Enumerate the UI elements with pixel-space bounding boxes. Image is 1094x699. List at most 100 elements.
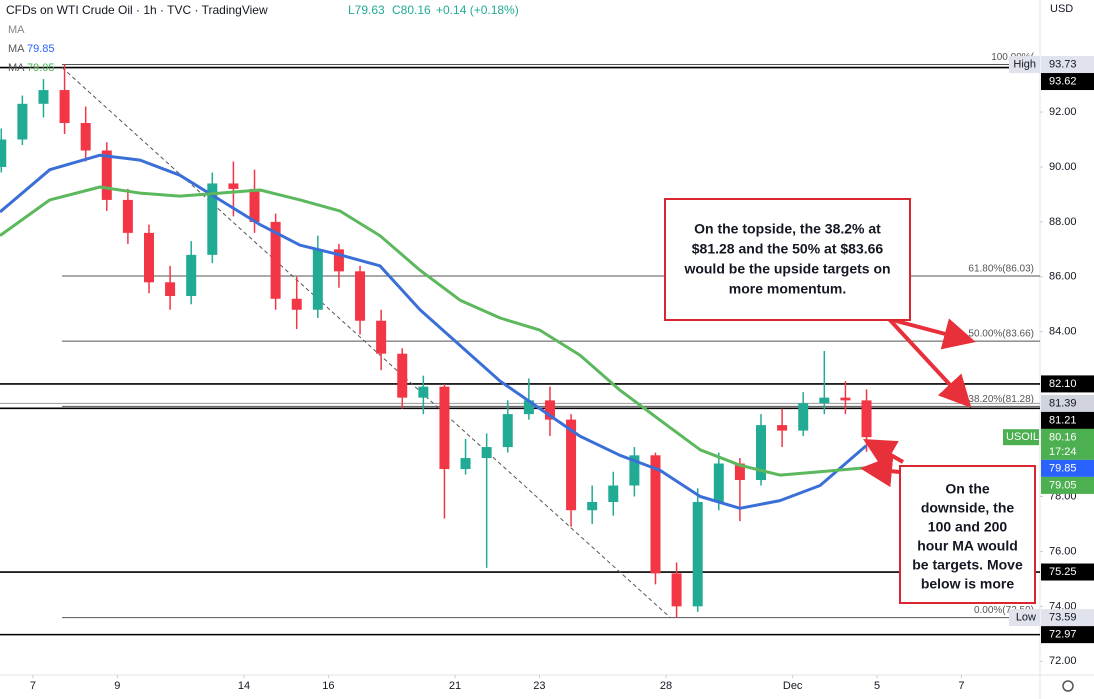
x-tick-label: 23 <box>533 680 545 692</box>
candle-body <box>333 249 344 272</box>
price-tag: High <box>1013 58 1036 70</box>
y-tick-label: 86.00 <box>1049 271 1077 283</box>
candle-body <box>165 282 176 297</box>
arrow <box>886 316 972 408</box>
x-tick-label: 16 <box>322 680 334 692</box>
price-badge-label: 93.62 <box>1049 75 1077 87</box>
candle-body <box>207 183 218 255</box>
y-tick-label: 84.00 <box>1049 326 1077 338</box>
y-tick-label: 88.00 <box>1049 216 1077 228</box>
settings-icon[interactable] <box>1062 680 1074 692</box>
candle-body <box>861 400 872 438</box>
candle-body <box>692 501 703 607</box>
price-badge <box>1041 73 1094 91</box>
y-tick-label: 92.00 <box>1049 106 1077 118</box>
x-tick-label: Dec <box>783 680 803 692</box>
x-tick-label: 14 <box>238 680 250 692</box>
annotation-text: $81.28 and the 50% at $83.66 <box>692 241 884 257</box>
indicator-name: MA <box>8 62 25 74</box>
price-tag-bg <box>1009 56 1040 74</box>
price-badge-label: 80.16 <box>1049 431 1077 443</box>
candle-body <box>270 221 281 299</box>
annotation-text: On the <box>945 481 990 497</box>
candle-body <box>650 455 661 574</box>
price-badge-label: 79.85 <box>1049 462 1077 474</box>
currency: USD <box>1050 3 1073 15</box>
moving-average <box>0 153 868 510</box>
y-tick-label: 76.00 <box>1049 545 1077 557</box>
candle-body <box>566 419 577 511</box>
annotation-text: more momentum. <box>729 281 846 297</box>
price-badge-label: 93.73 <box>1049 58 1077 70</box>
fib-label: 0.00%(73.59) <box>974 605 1034 616</box>
plot: 7 9 14 16 21 23 28 Dec 5 772.0074.0076.0078.0084.… <box>0 52 1077 692</box>
candle-body <box>376 320 387 354</box>
candle-body <box>0 139 7 167</box>
x-tick-label: 7 <box>958 680 964 692</box>
chart-title: CFDs on WTI Crude Oil · 1h · TVC · Tradi… <box>6 3 268 17</box>
indicator-value: 79.85 <box>27 43 55 55</box>
candle-body <box>481 447 492 459</box>
annotation-text: would be the upside targets on <box>683 261 890 277</box>
candle-body <box>249 188 260 222</box>
price-badge-label: 81.21 <box>1049 414 1077 426</box>
candle-body <box>17 103 28 140</box>
candle-body <box>143 232 154 283</box>
arrow <box>860 455 901 488</box>
price-badge <box>1041 626 1094 644</box>
candle-body <box>439 386 450 470</box>
annotation-text: downside, the <box>921 500 1015 516</box>
indicator-name: MA <box>8 24 25 36</box>
candle-body <box>355 271 366 321</box>
annotation-box <box>899 465 1036 604</box>
price-tag-bg <box>1009 609 1040 627</box>
candle-body <box>523 400 534 415</box>
price-badge <box>1041 411 1094 429</box>
candle-body <box>80 123 91 151</box>
candle-body <box>608 485 619 502</box>
fib-label: 50.00%(83.66) <box>968 329 1034 340</box>
candle-body <box>59 90 70 124</box>
candle-body <box>312 249 323 310</box>
symbol-tag-bg <box>1003 429 1039 446</box>
annotation-text: below is more <box>921 576 1015 592</box>
moving-average <box>0 185 867 477</box>
price-badge-label: 82.10 <box>1049 378 1077 390</box>
indicator-value: 79.05 <box>27 62 55 74</box>
candle-body <box>397 353 408 398</box>
candle-body <box>544 400 555 420</box>
price-tag: Low <box>1016 612 1036 624</box>
fib-label: 38.20%(81.28) <box>968 394 1034 405</box>
candle-body <box>38 90 49 104</box>
candle-body <box>228 183 239 189</box>
candle-body <box>819 397 830 404</box>
price-badge-label: 81.39 <box>1049 397 1077 409</box>
y-tick-label: 90.00 <box>1049 161 1077 173</box>
candle-body <box>713 463 724 502</box>
candle-body <box>671 573 682 607</box>
candle-body <box>798 403 809 431</box>
indicator-name: MA <box>8 43 25 55</box>
price-badge <box>1041 375 1094 393</box>
x-tick-label: 21 <box>449 680 461 692</box>
price-badge-label: 72.97 <box>1049 629 1077 641</box>
annotation-text: 100 and 200 <box>928 519 1008 535</box>
annotation-text: On the topside, the 38.2% at <box>694 221 881 237</box>
ohlc-close: C80.16 <box>392 3 431 17</box>
price-badge <box>1041 394 1094 412</box>
candle-body <box>840 397 851 401</box>
arrow <box>863 439 904 469</box>
x-tick-label: 7 <box>30 680 36 692</box>
candle-body <box>101 150 112 200</box>
price-badge-label: 75.25 <box>1049 566 1077 578</box>
candle-body <box>629 455 640 486</box>
candle-body <box>460 458 471 470</box>
candle-body <box>186 254 197 297</box>
price-badge-label: 73.59 <box>1049 612 1077 624</box>
candle-body <box>122 199 133 233</box>
annotation-text: be targets. Move <box>912 557 1023 573</box>
annotation-box <box>664 198 911 321</box>
ohlc-low: L79.63 <box>348 3 385 17</box>
price-badge <box>1041 428 1094 460</box>
